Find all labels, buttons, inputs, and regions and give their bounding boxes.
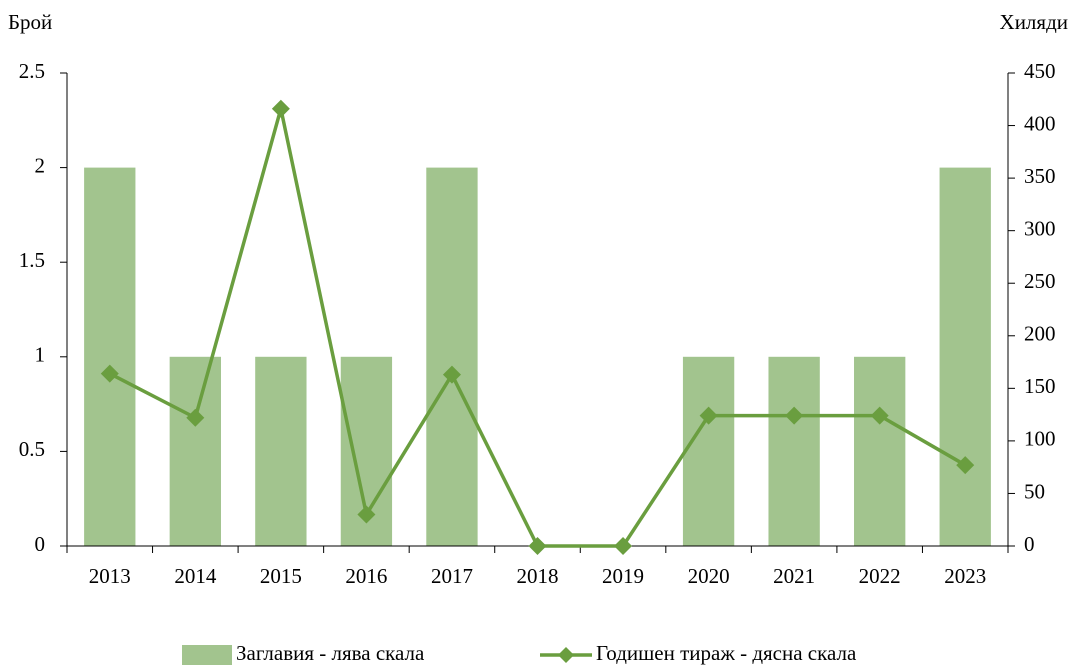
y-tick-label: 1 <box>35 343 46 367</box>
legend-swatch <box>182 645 232 665</box>
marker <box>528 537 547 555</box>
marker <box>271 99 290 118</box>
bar <box>854 356 906 546</box>
x-tick-label: 2017 <box>431 564 473 588</box>
marker <box>442 365 461 384</box>
bar <box>169 356 221 546</box>
y-tick-label: 2.5 <box>19 59 45 83</box>
y2-tick-label: 200 <box>1024 322 1056 346</box>
y2-tick-label: 100 <box>1024 427 1056 451</box>
marker <box>870 406 889 425</box>
x-tick-label: 2020 <box>688 564 730 588</box>
marker <box>100 364 119 383</box>
marker <box>357 505 376 524</box>
y2-tick-label: 350 <box>1024 164 1056 188</box>
bar <box>768 356 820 546</box>
y2-tick-label: 250 <box>1024 269 1056 293</box>
x-tick-label: 2021 <box>773 564 815 588</box>
bar <box>426 167 478 546</box>
y2-tick-label: 150 <box>1024 374 1056 398</box>
x-tick-label: 2014 <box>174 564 217 588</box>
legend-label: Годишен тираж - дясна скала <box>596 641 857 665</box>
legend-marker <box>558 647 574 663</box>
marker <box>614 537 633 555</box>
bar <box>255 356 307 546</box>
y-tick-label: 2 <box>35 153 46 177</box>
bar <box>939 167 991 546</box>
x-tick-label: 2016 <box>345 564 387 588</box>
x-tick-label: 2022 <box>859 564 901 588</box>
marker <box>699 406 718 425</box>
y2-axis-title: Хиляди <box>1000 10 1068 34</box>
marker <box>785 406 804 425</box>
y2-tick-label: 0 <box>1024 532 1035 556</box>
marker <box>186 408 205 427</box>
legend-label: Заглавия - лява скала <box>236 641 425 665</box>
x-tick-label: 2013 <box>89 564 131 588</box>
y2-tick-label: 300 <box>1024 216 1056 240</box>
bar <box>682 356 735 546</box>
x-tick-label: 2019 <box>602 564 644 588</box>
y-tick-label: 1.5 <box>19 248 45 272</box>
line <box>108 108 967 548</box>
y-tick-label: 0.5 <box>19 437 45 461</box>
y2-tick-label: 450 <box>1024 59 1056 83</box>
y-tick-label: 0 <box>35 532 46 556</box>
x-tick-label: 2023 <box>944 564 986 588</box>
marker <box>956 456 975 475</box>
y2-tick-label: 400 <box>1024 111 1056 135</box>
y2-tick-label: 50 <box>1024 479 1045 503</box>
y-axis-title: Брой <box>8 10 52 34</box>
x-tick-label: 2015 <box>260 564 302 588</box>
bar <box>84 167 136 546</box>
x-tick-label: 2018 <box>517 564 559 588</box>
